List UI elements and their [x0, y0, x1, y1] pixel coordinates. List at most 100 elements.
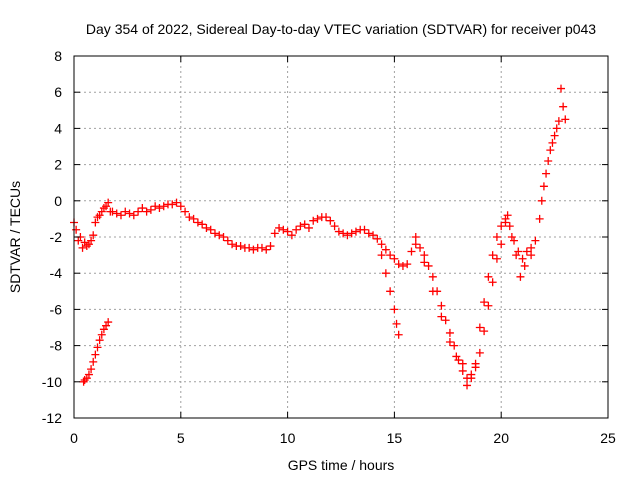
- data-point: [516, 272, 525, 281]
- data-point: [80, 238, 89, 247]
- data-point: [437, 312, 446, 321]
- data-point: [95, 336, 104, 345]
- data-point: [373, 234, 382, 243]
- data-point: [497, 222, 506, 231]
- data-point: [84, 240, 93, 249]
- data-point: [535, 214, 544, 223]
- data-point: [544, 156, 553, 165]
- y-tick-label: -12: [42, 410, 62, 426]
- y-axis-label: SDTVAR / TECUs: [7, 181, 23, 293]
- chart-title: Day 354 of 2022, Sidereal Day-to-day VTE…: [86, 21, 596, 37]
- data-point: [198, 220, 207, 229]
- data-point: [87, 365, 96, 374]
- data-point: [390, 254, 399, 263]
- data-point: [300, 220, 309, 229]
- data-point: [296, 222, 305, 231]
- data-point: [193, 218, 202, 227]
- data-point: [228, 240, 237, 249]
- x-tick-label: 10: [280, 430, 296, 446]
- data-point: [510, 236, 519, 245]
- data-point: [151, 202, 160, 211]
- data-point: [129, 211, 138, 220]
- data-point: [91, 218, 100, 227]
- data-point: [386, 251, 395, 260]
- data-point: [475, 348, 484, 357]
- data-point: [394, 260, 403, 269]
- y-tick-label: -2: [50, 229, 63, 245]
- y-tick-label: 2: [54, 157, 62, 173]
- data-point: [539, 182, 548, 191]
- data-point: [87, 236, 96, 245]
- data-point: [189, 214, 198, 223]
- data-point: [424, 261, 433, 270]
- data-point: [531, 236, 540, 245]
- data-markers: [70, 84, 570, 390]
- x-tick-label: 25: [600, 430, 616, 446]
- data-point: [80, 375, 89, 384]
- data-point: [245, 243, 254, 252]
- data-point: [89, 357, 98, 366]
- data-point: [97, 207, 106, 216]
- data-point: [458, 359, 467, 368]
- data-point: [463, 381, 472, 390]
- data-point: [537, 196, 546, 205]
- data-point: [428, 287, 437, 296]
- data-point: [364, 229, 373, 238]
- data-point: [503, 211, 512, 220]
- data-point: [403, 260, 412, 269]
- data-point: [360, 225, 369, 234]
- data-point: [522, 247, 531, 256]
- data-point: [548, 138, 557, 147]
- x-tick-label: 15: [387, 430, 403, 446]
- data-point: [392, 319, 401, 328]
- data-point: [445, 337, 454, 346]
- data-point: [339, 229, 348, 238]
- data-point: [219, 233, 228, 241]
- data-point: [550, 131, 559, 140]
- data-point: [155, 204, 164, 213]
- data-point: [527, 243, 536, 252]
- data-point: [97, 330, 106, 339]
- data-point: [108, 207, 117, 216]
- data-point: [520, 261, 529, 270]
- data-point: [407, 247, 416, 256]
- data-point: [377, 251, 386, 260]
- data-point: [313, 214, 322, 223]
- data-point: [428, 272, 437, 281]
- data-point: [95, 211, 104, 220]
- data-point: [452, 352, 461, 361]
- data-point: [89, 231, 98, 240]
- x-tick-label: 20: [493, 430, 509, 446]
- axis-ticks: 0 5 10 15 20 25 -12 -10 -8 -6 -4 -2 0 2 4 6 8: [42, 48, 616, 446]
- y-tick-label: -10: [42, 374, 62, 390]
- data-point: [185, 213, 194, 222]
- data-point: [377, 240, 386, 249]
- data-point: [381, 269, 390, 278]
- data-point: [292, 225, 301, 234]
- data-point: [99, 325, 108, 334]
- data-point: [386, 287, 395, 296]
- data-point: [279, 225, 288, 234]
- data-point: [104, 318, 113, 327]
- data-point: [93, 343, 102, 352]
- data-point: [441, 316, 450, 325]
- data-point: [102, 202, 111, 211]
- data-point: [488, 251, 497, 260]
- data-point: [91, 350, 100, 359]
- data-point: [507, 233, 516, 241]
- data-point: [554, 117, 563, 126]
- x-tick-label: 0: [70, 430, 78, 446]
- data-point: [330, 222, 339, 231]
- data-point: [104, 198, 113, 207]
- y-tick-label: 8: [54, 48, 62, 64]
- data-point: [287, 231, 296, 240]
- data-point: [134, 207, 143, 216]
- data-point: [270, 229, 279, 238]
- y-tick-label: 0: [54, 193, 62, 209]
- data-point: [84, 370, 93, 379]
- data-point: [159, 202, 168, 211]
- data-point: [351, 227, 360, 236]
- x-axis-label: GPS time / hours: [288, 457, 395, 473]
- data-point: [82, 242, 91, 251]
- data-point: [176, 202, 185, 211]
